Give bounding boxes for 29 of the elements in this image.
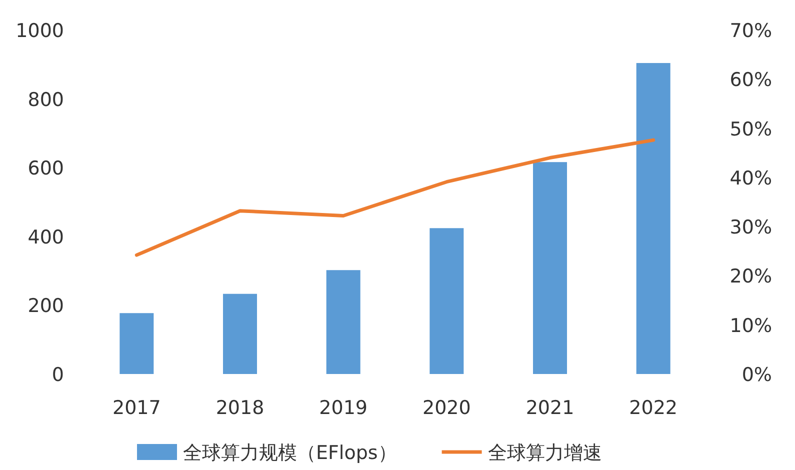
- y-tick-label: 200: [28, 295, 64, 318]
- bar: [326, 270, 360, 374]
- y2-tick-label: 20%: [730, 266, 772, 288]
- y-tick-label: 600: [28, 158, 64, 180]
- x-tick-label: 2017: [112, 397, 161, 419]
- bar: [533, 162, 567, 374]
- y2-tick-label: 30%: [730, 216, 772, 239]
- x-tick-label: 2022: [629, 397, 678, 419]
- bar: [636, 63, 670, 374]
- y2-tick-label: 0%: [742, 364, 772, 386]
- x-tick-label: 2020: [422, 397, 471, 419]
- x-tick-label: 2021: [526, 397, 574, 419]
- x-tick-label: 2018: [216, 397, 264, 419]
- y2-tick-label: 40%: [730, 167, 772, 190]
- bar: [120, 313, 154, 374]
- legend-label: 全球算力增速: [488, 442, 602, 464]
- y-tick-label: 1000: [16, 20, 64, 42]
- y-tick-label: 400: [28, 226, 64, 248]
- y2-tick-label: 60%: [730, 69, 772, 92]
- y2-tick-label: 10%: [730, 314, 772, 337]
- legend-label: 全球算力规模（EFlops）: [183, 442, 397, 464]
- y-tick-label: 0: [52, 364, 64, 386]
- bar: [223, 294, 257, 374]
- y-tick-label: 800: [28, 88, 64, 111]
- y2-tick-label: 50%: [730, 118, 772, 140]
- line-series: [134, 138, 656, 257]
- x-tick-label: 2019: [319, 397, 368, 419]
- bar: [430, 228, 464, 374]
- y2-tick-label: 70%: [730, 20, 772, 42]
